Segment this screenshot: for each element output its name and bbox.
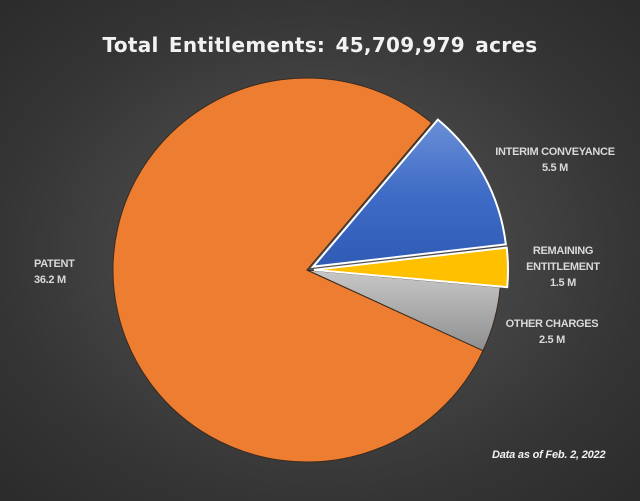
label-re-name-2: ENTITLEMENT: [526, 261, 600, 273]
slice-interim-conveyance: [310, 118, 507, 268]
label-patent-name: PATENT: [34, 258, 75, 270]
label-re-name-1: REMAINING: [532, 245, 594, 257]
label-remaining-entitlement: REMAINING ENTITLEMENT 1.5 M: [508, 243, 618, 291]
chart-title: Total Entitlements: 45,709,979 acres: [102, 33, 538, 57]
label-patent-value: 36.2 M: [34, 274, 66, 286]
label-re-value: 1.5 M: [549, 277, 576, 289]
label-interim-conveyance: INTERIM CONVEYANCE 5.5 M: [485, 144, 625, 176]
data-date-footnote: Data as of Feb. 2, 2022: [492, 449, 606, 461]
label-patent: PATENT 36.2 M: [34, 256, 75, 288]
label-oc-name: OTHER CHARGES: [505, 318, 599, 330]
label-oc-value: 2.5 M: [538, 334, 565, 346]
label-other-charges: OTHER CHARGES 2.5 M: [497, 316, 607, 348]
slice-remaining-entitlement: [313, 246, 509, 289]
label-ic-name: INTERIM CONVEYANCE: [495, 146, 615, 158]
label-ic-value: 5.5 M: [541, 162, 568, 174]
slice-patent: [112, 77, 484, 463]
